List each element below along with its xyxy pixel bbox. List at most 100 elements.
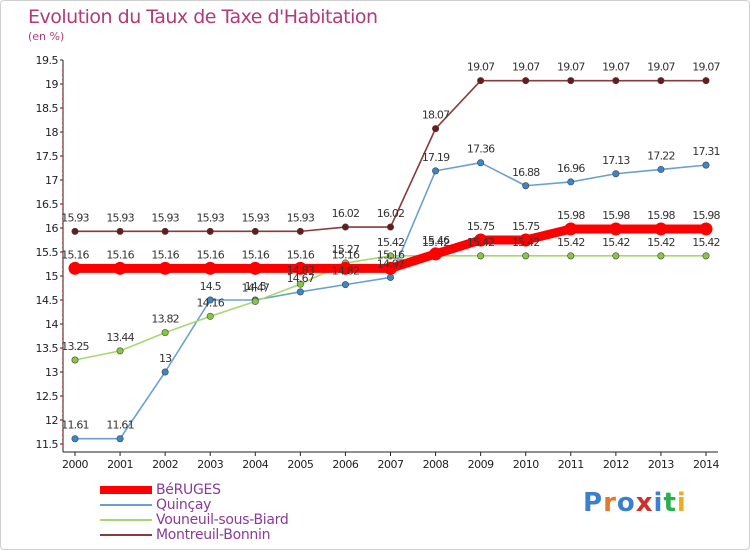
legend-swatch [100, 534, 152, 536]
y-minor-tick [62, 228, 63, 229]
data-point [384, 261, 397, 275]
y-tick-label: 12 [45, 414, 58, 427]
y-minor-tick [62, 165, 63, 167]
y-tick-label: 14 [45, 318, 58, 331]
data-point [477, 159, 485, 167]
proxiti-logo: Proxiti [583, 488, 687, 518]
data-label: 17.19 [422, 151, 450, 164]
y-minor-tick [62, 117, 63, 119]
data-point [657, 77, 665, 85]
y-tick-label: 16 [45, 222, 58, 235]
data-point [386, 252, 394, 260]
y-minor-tick [62, 103, 63, 105]
y-minor-tick [62, 333, 63, 335]
y-minor-tick [62, 237, 63, 239]
data-label: 15.42 [602, 236, 630, 249]
data-label: 14.82 [332, 265, 360, 278]
y-minor-tick [62, 376, 63, 378]
y-minor-tick [62, 218, 63, 220]
logo-letter: i [676, 488, 687, 518]
data-point [296, 288, 304, 296]
y-tick-label: 17 [45, 174, 58, 187]
legend-label: BéRUGES [156, 482, 221, 498]
x-tick-label: 2008 [423, 458, 449, 471]
data-point [429, 247, 443, 261]
y-minor-tick [62, 256, 63, 258]
data-point [341, 223, 349, 231]
data-point [657, 165, 665, 173]
y-tick-label: 19 [45, 78, 58, 91]
data-label: 17.13 [602, 154, 630, 167]
y-minor-tick [62, 132, 63, 133]
data-label: 13.82 [151, 313, 179, 326]
y-minor-tick [62, 136, 63, 138]
data-point [206, 227, 214, 235]
y-minor-tick [62, 204, 63, 205]
data-label: 14.83 [287, 264, 315, 277]
data-label: 15.16 [332, 248, 360, 261]
y-minor-tick [62, 338, 63, 340]
y-tick-label: 15 [45, 270, 58, 283]
data-label: 14.97 [377, 257, 405, 270]
data-point [522, 77, 530, 85]
y-minor-tick [62, 108, 63, 109]
data-point [161, 329, 169, 337]
y-minor-tick [62, 160, 63, 162]
y-minor-tick [62, 415, 63, 417]
data-label: 19.07 [602, 61, 630, 74]
data-label: 16.02 [332, 207, 360, 220]
x-tick-label: 2011 [558, 458, 584, 471]
data-label: 15.93 [61, 211, 89, 224]
x-tick-label: 2000 [62, 458, 88, 471]
x-tick-label: 2002 [152, 458, 178, 471]
y-tick-label: 11.5 [36, 438, 59, 451]
data-label: 14.67 [287, 272, 315, 285]
data-point [609, 222, 623, 236]
x-tick-label: 2009 [468, 458, 494, 471]
chart-unit-label: (en %) [28, 30, 65, 43]
data-point [71, 435, 79, 443]
legend-label: Montreuil-Bonnin [156, 527, 271, 543]
y-minor-tick [62, 405, 63, 407]
series-line-Quinçay [75, 161, 707, 440]
data-point [161, 227, 169, 235]
x-tick-label: 2003 [197, 458, 223, 471]
data-label: 19.07 [467, 61, 495, 74]
y-minor-tick [62, 280, 63, 282]
x-tick-label: 2007 [378, 458, 404, 471]
y-tick-label: 16.5 [36, 198, 59, 211]
data-point [296, 227, 304, 235]
y-minor-tick [62, 252, 63, 253]
logo-letter: o [616, 488, 636, 518]
data-label: 17.36 [467, 143, 495, 156]
y-minor-tick [62, 170, 63, 172]
data-label: 15.42 [647, 236, 675, 249]
data-point [567, 252, 575, 260]
data-label: 14.47 [242, 281, 270, 294]
x-tick-label: 2001 [107, 458, 133, 471]
y-minor-tick [62, 98, 63, 100]
data-label: 15.16 [242, 248, 270, 261]
logo-letter: P [583, 488, 604, 518]
x-tick-label: 2014 [693, 458, 719, 471]
y-minor-tick [62, 357, 63, 359]
y-minor-tick [62, 199, 63, 201]
data-label: 11.61 [61, 419, 89, 432]
data-label: 17.22 [647, 149, 675, 162]
data-label: 15.42 [422, 236, 450, 249]
data-label: 15.93 [106, 211, 134, 224]
y-tick-label: 17.5 [36, 150, 59, 163]
data-point [158, 261, 172, 275]
y-minor-tick [62, 93, 63, 95]
data-label: 15.16 [377, 248, 405, 261]
data-label: 15.27 [332, 243, 360, 256]
data-point [386, 223, 394, 231]
y-minor-tick [62, 324, 63, 325]
y-minor-tick [62, 146, 63, 148]
data-label: 13.44 [106, 331, 134, 344]
y-minor-tick [62, 127, 63, 129]
legend-label: Quinçay [156, 497, 212, 513]
data-point [654, 222, 668, 236]
chart-title: Evolution du Taux de Taxe d'Habitation [28, 6, 378, 28]
y-minor-tick [62, 79, 63, 81]
